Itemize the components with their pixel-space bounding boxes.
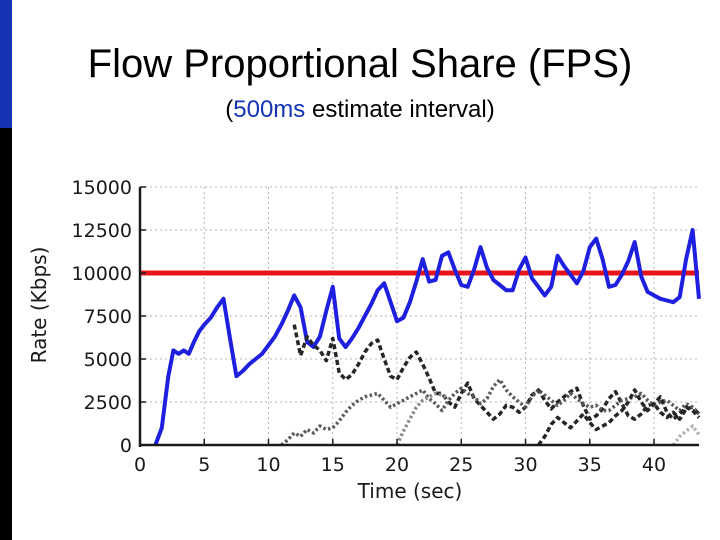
- x-tick-label: 10: [256, 454, 280, 476]
- x-tick-label: 5: [198, 454, 210, 476]
- series-group: [153, 228, 701, 447]
- y-axis-label: Rate (Kbps): [27, 247, 51, 364]
- series-line-2: [292, 324, 701, 421]
- y-tick-label: 12500: [72, 220, 132, 242]
- subtitle-rest: estimate interval): [305, 96, 495, 123]
- x-tick-label: 35: [578, 454, 602, 476]
- y-tick-label: 5000: [84, 349, 132, 371]
- series-line-3: [280, 377, 701, 447]
- series-line-5: [536, 388, 701, 447]
- slide-subtitle: (500ms estimate interval): [0, 96, 720, 124]
- y-tick-label: 15000: [72, 177, 132, 199]
- x-tick-label: 15: [321, 454, 345, 476]
- y-tick-label: 10000: [72, 263, 132, 285]
- x-tick-labels: 0 5 10 15 20 25 30 35 40: [134, 454, 666, 476]
- x-tick-label: 30: [513, 454, 537, 476]
- x-tick-label: 20: [385, 454, 409, 476]
- x-tick-label: 40: [642, 454, 666, 476]
- series-line-1: [153, 228, 701, 446]
- series-line-4: [395, 391, 450, 446]
- subtitle-open: (: [225, 96, 234, 123]
- y-tick-label: 0: [120, 435, 132, 457]
- x-tick-label: 25: [449, 454, 473, 476]
- slide-left-bar: [0, 0, 12, 540]
- subtitle-accent: 500ms: [233, 96, 306, 123]
- y-tick-labels: 0 2500 5000 7500 10000 12500 15000: [72, 177, 132, 457]
- axes: [138, 186, 699, 447]
- series-line-6: [671, 424, 701, 447]
- x-axis-label: Time (sec): [357, 479, 463, 503]
- slide-left-bar-accent: [0, 0, 12, 128]
- y-tick-label: 7500: [84, 306, 132, 328]
- slide-title: Flow Proportional Share (FPS): [87, 42, 633, 86]
- y-tick-label: 2500: [84, 392, 132, 414]
- x-tick-label: 0: [134, 454, 146, 476]
